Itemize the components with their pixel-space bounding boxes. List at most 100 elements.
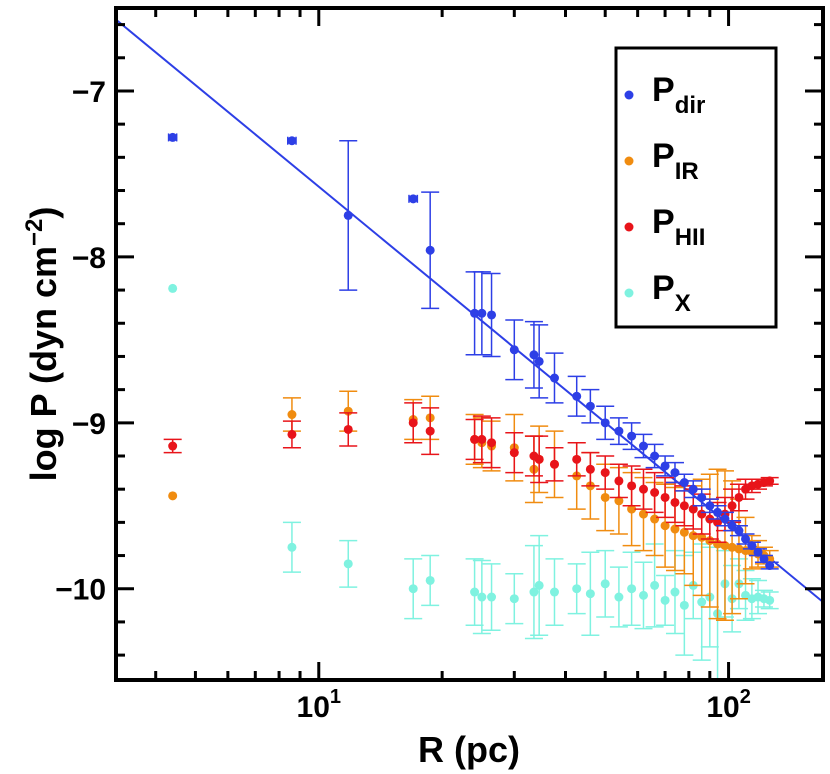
data-point	[688, 504, 698, 514]
data-point	[585, 589, 595, 599]
y-tick-label: −8	[72, 242, 106, 275]
data-point	[549, 373, 559, 383]
data-point	[509, 345, 519, 355]
data-point	[638, 509, 648, 519]
data-point	[720, 541, 730, 551]
legend-label: Pdir	[652, 71, 705, 119]
data-point	[477, 592, 487, 602]
data-point	[627, 584, 637, 594]
data-point	[765, 476, 775, 486]
data-point	[529, 350, 539, 360]
data-point	[688, 531, 698, 541]
legend-marker	[624, 156, 634, 166]
data-point	[470, 434, 480, 444]
legend-label-subscript: IR	[675, 158, 699, 185]
data-point	[660, 521, 670, 531]
data-point	[287, 410, 297, 420]
data-point	[529, 587, 539, 597]
data-point	[627, 504, 637, 514]
data-point	[572, 584, 582, 594]
data-point	[734, 526, 744, 536]
series-p-dir	[167, 132, 779, 571]
data-point	[477, 308, 487, 318]
data-point	[534, 580, 544, 590]
data-point	[727, 542, 737, 552]
data-point	[168, 283, 178, 293]
y-axis-title-exponent: −2	[21, 219, 48, 246]
data-point	[287, 542, 297, 552]
data-point	[168, 441, 178, 451]
data-point	[425, 245, 435, 255]
x-tick-base: 10	[706, 691, 739, 724]
data-point	[713, 517, 723, 527]
data-point	[614, 496, 624, 506]
x-tick-label: 102	[706, 686, 751, 724]
data-point	[679, 527, 689, 537]
x-axis-title: R (pc)	[418, 729, 520, 770]
data-point	[650, 451, 660, 461]
data-point	[168, 132, 178, 142]
legend-label: PX	[652, 269, 691, 317]
data-point	[600, 492, 610, 502]
series-p-hii	[163, 402, 779, 544]
data-point	[734, 492, 744, 502]
x-tick-label: 101	[297, 686, 342, 724]
data-point	[487, 310, 497, 320]
legend-marker	[624, 90, 634, 100]
data-point	[627, 481, 637, 491]
data-point	[408, 194, 418, 204]
data-point	[600, 418, 610, 428]
data-point	[585, 464, 595, 474]
data-point	[425, 575, 435, 585]
plot-frame	[114, 6, 825, 682]
ticks-layer: 101 102−7−8−9−10	[55, 8, 823, 724]
legend-entry: PIR	[624, 137, 699, 185]
data-point	[720, 514, 730, 524]
legend-label-base: P	[652, 71, 675, 109]
data-point	[549, 587, 559, 597]
data-point	[670, 524, 680, 534]
data-point	[697, 509, 707, 519]
data-point	[650, 514, 660, 524]
data-point	[614, 426, 624, 436]
data-point	[650, 580, 660, 590]
x-tick-base: 10	[297, 691, 330, 724]
data-point	[660, 595, 670, 605]
data-point	[487, 592, 497, 602]
legend-label-base: P	[652, 203, 675, 241]
legend-entry: Pdir	[624, 71, 705, 119]
data-point	[660, 461, 670, 471]
data-point	[679, 501, 689, 511]
data-point	[679, 478, 689, 488]
data-point	[697, 492, 707, 502]
legend-entry: PX	[624, 269, 691, 317]
legend-marker	[624, 288, 634, 298]
data-point	[477, 434, 487, 444]
y-axis-title-main: log P (dyn cm	[23, 246, 64, 481]
data-point	[727, 501, 737, 511]
data-point	[343, 210, 353, 220]
data-point	[425, 426, 435, 436]
data-point	[287, 429, 297, 439]
data-point	[679, 600, 689, 610]
y-tick-label: −10	[55, 574, 106, 607]
y-axis-title-close: )	[23, 207, 64, 219]
data-point	[470, 308, 480, 318]
data-point	[509, 594, 519, 604]
data-point	[614, 476, 624, 486]
data-point	[765, 561, 775, 571]
x-tick-exponent: 2	[740, 686, 751, 708]
data-point	[168, 491, 178, 501]
data-point	[343, 559, 353, 569]
fit-line	[116, 18, 823, 603]
legend-label-base: P	[652, 269, 675, 307]
legend-label-subscript: X	[675, 290, 691, 317]
data-point	[670, 497, 680, 507]
data-point	[660, 492, 670, 502]
data-point	[534, 356, 544, 366]
data-point	[487, 438, 497, 448]
data-point	[638, 441, 648, 451]
data-point	[753, 547, 763, 557]
data-point	[759, 554, 769, 564]
